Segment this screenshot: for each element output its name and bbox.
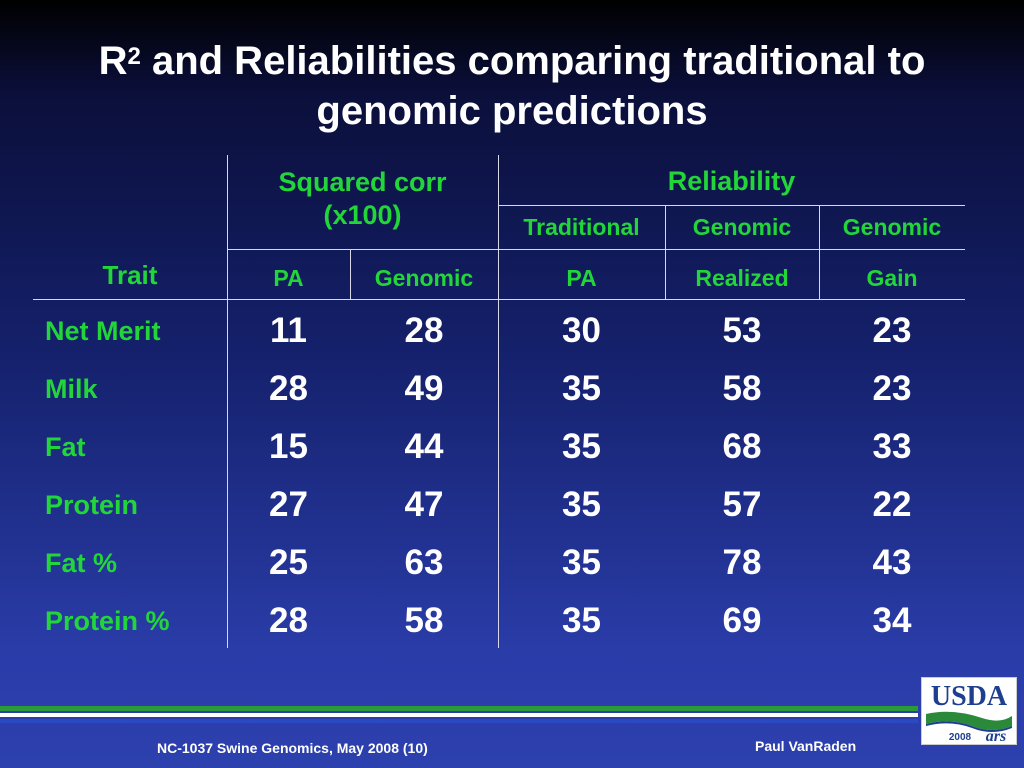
cell-value: 53: [722, 311, 762, 350]
cell-value: 43: [872, 543, 912, 582]
cell-value: 58: [404, 601, 444, 640]
cell-value: 47: [404, 485, 444, 524]
table-divider-h3: [33, 299, 965, 300]
cell-value: 28: [404, 311, 444, 350]
footer-stripe-green: [0, 706, 918, 711]
squared-corr-header: Squared corr (x100): [278, 167, 447, 230]
cell-value: 78: [722, 543, 762, 582]
cell-value: 35: [562, 427, 601, 466]
cell-value: 30: [562, 311, 601, 350]
usda-logo: USDA 2008 ars: [921, 677, 1017, 745]
table-divider-h1: [498, 205, 965, 206]
title-superscript: 2: [127, 43, 141, 70]
cell-value: 23: [872, 311, 912, 350]
slide-title: R2 and Reliabilities comparing tradition…: [0, 36, 1024, 136]
cell-value: 33: [872, 427, 912, 466]
cell-value: 69: [722, 601, 762, 640]
cell-value: 35: [562, 369, 601, 408]
trait-name: Fat %: [45, 548, 118, 578]
subheader-genomic-2: Genomic: [842, 214, 942, 240]
cell-value: 57: [722, 485, 762, 524]
usda-logo-graphic: USDA 2008 ars: [926, 681, 1012, 745]
subheader-genomic-1: Genomic: [692, 214, 792, 240]
subheader-genomic: Genomic: [374, 265, 474, 291]
ars-mark: ars: [986, 728, 1006, 744]
footer-stripe-white: [0, 713, 918, 717]
table-divider-v5: [819, 205, 820, 299]
footer-presentation-info: NC-1037 Swine Genomics, May 2008 (10): [157, 740, 428, 756]
trait-name: Fat: [45, 432, 86, 462]
subheader-pa-2: PA: [566, 265, 597, 291]
cell-value: 63: [404, 543, 444, 582]
reliability-header: Reliability: [667, 166, 796, 196]
table-divider-v2: [498, 155, 499, 648]
table-divider-v1: [227, 155, 228, 648]
subheader-gain: Gain: [866, 265, 918, 291]
cell-value: 35: [562, 485, 601, 524]
table-divider-h2: [227, 249, 965, 250]
cell-value: 34: [872, 601, 912, 640]
trait-name: Milk: [45, 374, 98, 404]
subheader-pa-1: PA: [273, 265, 304, 291]
trait-name: Protein: [45, 490, 139, 520]
cell-value: 58: [722, 369, 762, 408]
cell-value: 49: [404, 369, 444, 408]
cell-value: 44: [404, 427, 444, 466]
usda-wordmark: USDA: [931, 681, 1008, 712]
cell-value: 35: [562, 543, 601, 582]
trait-name: Net Merit: [45, 316, 161, 346]
title-line-1: R2 and Reliabilities comparing tradition…: [98, 39, 926, 83]
cell-value: 28: [269, 601, 308, 640]
cell-value: 28: [269, 369, 308, 408]
cell-value: 25: [269, 543, 308, 582]
footer-stripe-blue: [0, 719, 918, 723]
cell-value: 68: [722, 427, 762, 466]
subheader-realized: Realized: [695, 265, 789, 291]
table-divider-v3: [350, 249, 351, 299]
title-line-2: genomic predictions: [316, 89, 708, 133]
cell-value: 23: [872, 369, 912, 408]
cell-value: 15: [269, 427, 308, 466]
subheader-traditional: Traditional: [523, 214, 640, 240]
cell-value: 11: [270, 311, 307, 350]
footer-author: Paul VanRaden: [755, 738, 857, 754]
cell-value: 22: [872, 485, 912, 524]
table-divider-v4: [665, 205, 666, 299]
trait-name: Protein %: [45, 606, 170, 636]
cell-value: 27: [269, 485, 308, 524]
logo-year: 2008: [949, 732, 972, 743]
cell-value: 35: [562, 601, 601, 640]
trait-header: Trait: [102, 260, 158, 290]
